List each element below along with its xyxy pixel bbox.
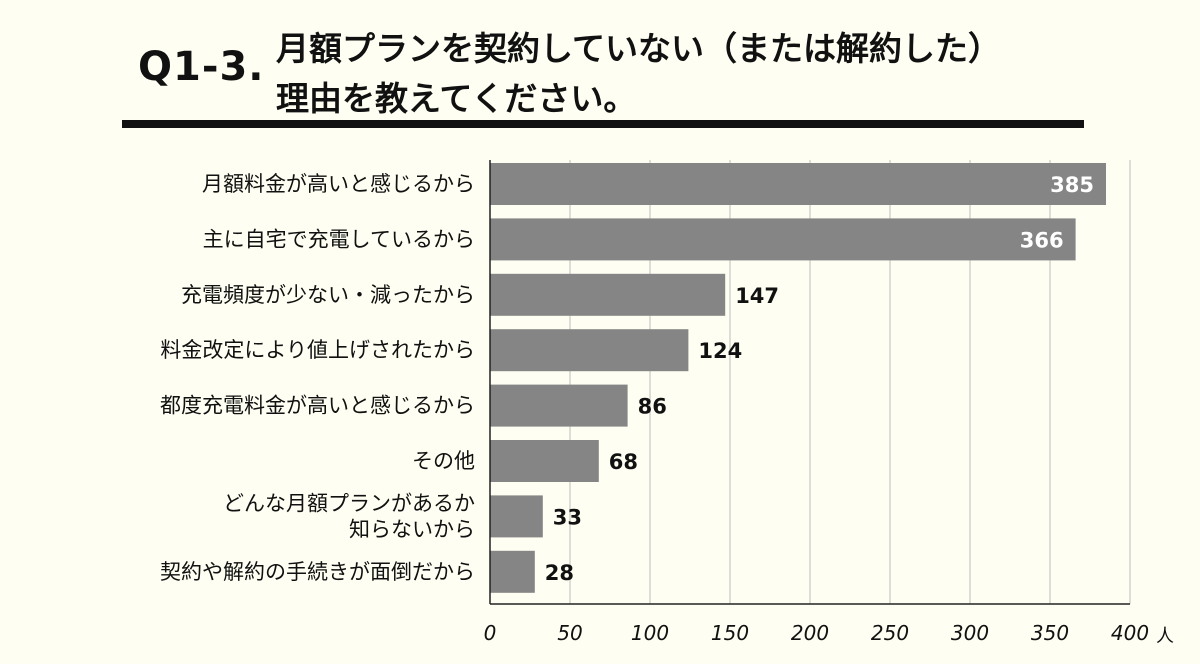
- bar: [490, 495, 543, 538]
- bar: [490, 218, 1076, 261]
- bar: [490, 329, 689, 372]
- bar-value-label: 147: [735, 284, 779, 308]
- x-tick-label: 350: [1031, 621, 1069, 645]
- bar: [490, 440, 599, 482]
- bar: [490, 550, 535, 593]
- x-tick-label: 200: [791, 621, 829, 645]
- category-label: 充電頻度が少ない・減ったから: [181, 283, 475, 307]
- question-number: Q1-3.: [138, 44, 265, 90]
- bar: [490, 384, 628, 427]
- chart-header: Q1-3. 月額プランを契約していない（または解約した） 理由を教えてください。: [0, 0, 1200, 140]
- category-label: 知らないから: [349, 517, 475, 541]
- x-tick-label: 50: [557, 621, 582, 645]
- category-label: 月額料金が高いと感じるから: [202, 172, 475, 196]
- bar-value-label: 33: [553, 505, 582, 529]
- x-tick-label: 150: [711, 621, 749, 645]
- x-axis-unit: 人: [1156, 626, 1174, 647]
- x-tick-label: 250: [871, 621, 909, 645]
- bar-value-label: 366: [1020, 228, 1064, 252]
- title-divider: [122, 120, 1084, 128]
- category-label: その他: [412, 449, 475, 473]
- category-label: 料金改定により値上げされたから: [160, 338, 475, 362]
- bar-value-label: 68: [609, 450, 638, 474]
- question-title-line-1: 月額プランを契約していない（または解約した）: [276, 29, 1002, 68]
- bar-value-label: 385: [1050, 173, 1094, 197]
- bar: [490, 163, 1106, 205]
- x-tick-label: 100: [631, 621, 669, 645]
- bar: [490, 273, 726, 316]
- bar-value-label: 86: [638, 395, 667, 419]
- bar-value-label: 28: [545, 561, 574, 585]
- x-tick-label: 0: [484, 621, 497, 645]
- category-label: どんな月額プランがあるか: [223, 491, 475, 515]
- x-tick-label: 300: [951, 621, 989, 645]
- category-labels: 月額料金が高いと感じるから主に自宅で充電しているから充電頻度が少ない・減ったから…: [160, 172, 475, 584]
- x-tick-label: 400: [1111, 621, 1149, 645]
- bars: 385 366 147 124 86 68 33 28: [490, 163, 1106, 593]
- category-label: 契約や解約の手続きが面倒だから: [160, 560, 475, 584]
- x-axis: 0 50 100 150 200 250 300 350 400 人: [484, 160, 1174, 647]
- question-title-line-2: 理由を教えてください。: [276, 79, 637, 118]
- category-label: 主に自宅で充電しているから: [203, 227, 475, 251]
- bar-value-label: 124: [698, 339, 742, 363]
- category-label: 都度充電料金が高いと感じるから: [160, 394, 475, 418]
